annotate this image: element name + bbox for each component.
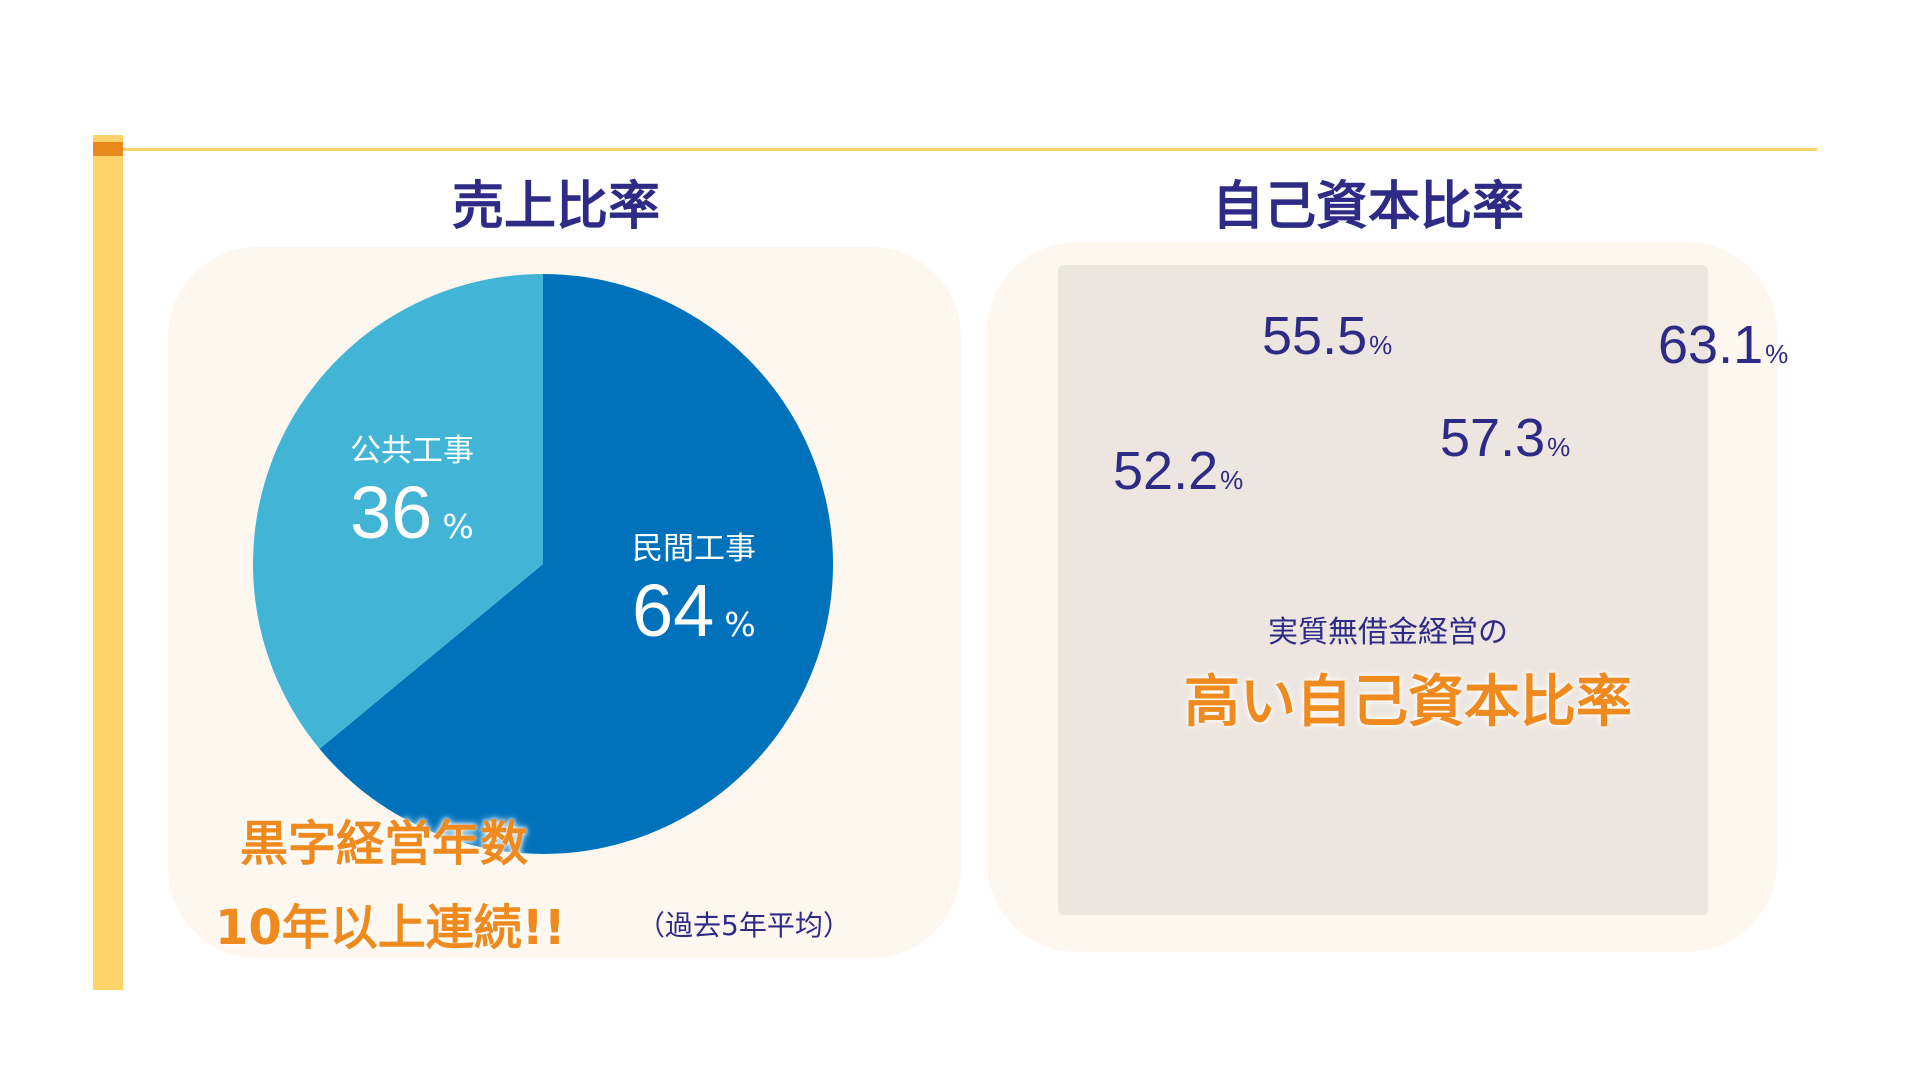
profit-years-caption: 黒字経営年数 (240, 816, 529, 872)
top-rule (123, 148, 1817, 151)
equity-ratio-value: 57.3 (1440, 408, 1546, 468)
equity-ratio-value: 55.5 (1262, 306, 1368, 366)
five-year-average-note: （過去5年平均） (637, 909, 851, 942)
equity-ratio-title: 自己資本比率 (1212, 177, 1525, 237)
public-works-value: 36 (350, 471, 433, 554)
accent-bar (93, 135, 123, 990)
equity-ratio-point: 57.3% (1440, 407, 1570, 469)
sales-ratio-title: 売上比率 (452, 177, 661, 237)
equity-ratio-point: 55.5% (1262, 305, 1392, 367)
private-works-label: 民間工事 64% (632, 523, 756, 653)
private-works-value: 64 (632, 569, 715, 652)
equity-chart-area (1058, 265, 1708, 915)
equity-ratio-point: 52.2% (1113, 440, 1243, 502)
high-equity-caption: 高い自己資本比率 (1184, 670, 1632, 735)
equity-ratio-unit: % (1369, 330, 1393, 360)
private-works-unit: % (724, 605, 756, 644)
public-works-label: 公共工事 36% (350, 425, 474, 555)
equity-ratio-value: 63.1 (1658, 315, 1764, 375)
public-works-name: 公共工事 (350, 433, 474, 469)
private-works-name: 民間工事 (632, 531, 756, 567)
equity-ratio-unit: % (1547, 432, 1571, 462)
debt-free-caption: 実質無借金経営の (1268, 615, 1508, 650)
equity-ratio-point: 63.1% (1658, 314, 1788, 376)
public-works-unit: % (442, 507, 474, 546)
accent-cap (93, 142, 123, 156)
equity-ratio-value: 52.2 (1113, 441, 1219, 501)
equity-ratio-unit: % (1220, 465, 1244, 495)
equity-ratio-unit: % (1765, 339, 1789, 369)
profit-streak-caption: 10年以上連続!! (215, 900, 566, 956)
